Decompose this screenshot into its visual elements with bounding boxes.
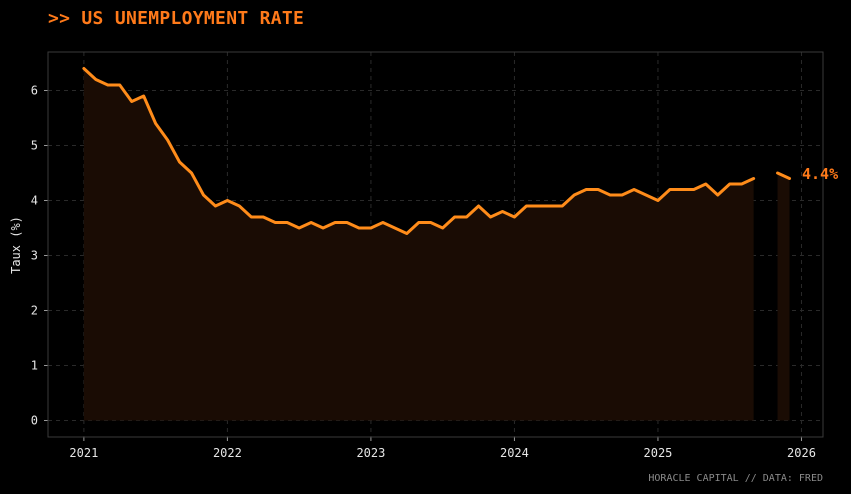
chart-title: >> US UNEMPLOYMENT RATE	[48, 8, 305, 29]
data-point	[237, 204, 241, 208]
data-point	[620, 193, 624, 197]
data-point	[369, 226, 373, 230]
x-tick-label: 2021	[69, 446, 98, 460]
data-point	[321, 226, 325, 230]
data-point	[644, 193, 648, 197]
data-point	[94, 78, 98, 82]
data-point	[752, 177, 756, 181]
x-tick-label: 2025	[644, 446, 673, 460]
data-point	[178, 160, 182, 164]
y-tick-label: 3	[31, 249, 38, 263]
data-point	[584, 188, 588, 192]
data-point	[381, 221, 385, 225]
data-point	[632, 188, 636, 192]
data-point	[82, 67, 86, 71]
data-point	[572, 193, 576, 197]
data-point	[489, 215, 493, 219]
axis-layer: 0 1 2 3 4 5 6 2021 2022 2023 2024 2025 2026	[31, 84, 816, 461]
data-point	[285, 221, 289, 225]
data-point	[309, 221, 313, 225]
data-point	[740, 182, 744, 186]
data-point	[680, 188, 684, 192]
y-tick-label: 5	[31, 139, 38, 153]
y-tick-label: 6	[31, 84, 38, 98]
data-point	[393, 226, 397, 230]
data-point	[357, 226, 361, 230]
data-point	[190, 171, 194, 175]
source-note: HORACLE CAPITAL // DATA: FRED	[648, 473, 823, 484]
data-point	[249, 215, 253, 219]
data-point	[656, 199, 660, 203]
data-point	[465, 215, 469, 219]
x-tick-label: 2022	[213, 446, 242, 460]
series-line	[776, 171, 792, 180]
data-point	[201, 193, 205, 197]
data-point	[429, 221, 433, 225]
data-point	[154, 122, 158, 126]
data-point	[608, 193, 612, 197]
plot-frame	[47, 51, 824, 438]
data-point	[417, 221, 421, 225]
y-tick-label: 2	[31, 304, 38, 318]
data-point	[477, 204, 481, 208]
data-point	[106, 83, 110, 87]
data-point	[297, 226, 301, 230]
data-point	[668, 188, 672, 192]
data-point	[453, 215, 457, 219]
x-tick-label: 2026	[787, 446, 816, 460]
data-point	[213, 204, 217, 208]
last-value-label: 4.4%	[802, 165, 838, 183]
data-point	[704, 182, 708, 186]
data-point	[225, 199, 229, 203]
series-area-fill	[83, 68, 754, 421]
data-point	[716, 193, 720, 197]
data-point	[273, 221, 277, 225]
data-point	[345, 221, 349, 225]
data-point	[692, 188, 696, 192]
data-point	[728, 182, 732, 186]
series-area-fill	[777, 173, 790, 421]
data-point	[596, 188, 600, 192]
x-tick-label: 2024	[500, 446, 529, 460]
data-point	[776, 171, 780, 175]
data-point	[405, 232, 409, 236]
data-point	[524, 204, 528, 208]
fill-layer	[83, 68, 790, 421]
data-point	[441, 226, 445, 230]
line-layer	[82, 67, 792, 235]
y-tick-label: 4	[31, 194, 38, 208]
y-tick-label: 1	[31, 359, 38, 373]
data-point	[500, 210, 504, 214]
data-point	[261, 215, 265, 219]
data-point	[560, 204, 564, 208]
data-point	[788, 177, 792, 181]
data-point	[548, 204, 552, 208]
data-point	[130, 100, 134, 104]
data-point	[536, 204, 540, 208]
y-axis-label: Taux (%)	[9, 216, 23, 274]
y-tick-label: 0	[31, 414, 38, 428]
data-point	[512, 215, 516, 219]
series-line	[82, 67, 756, 235]
data-point	[142, 94, 146, 98]
data-point	[118, 83, 122, 87]
x-tick-label: 2023	[356, 446, 385, 460]
data-point	[333, 221, 337, 225]
data-point	[166, 138, 170, 142]
